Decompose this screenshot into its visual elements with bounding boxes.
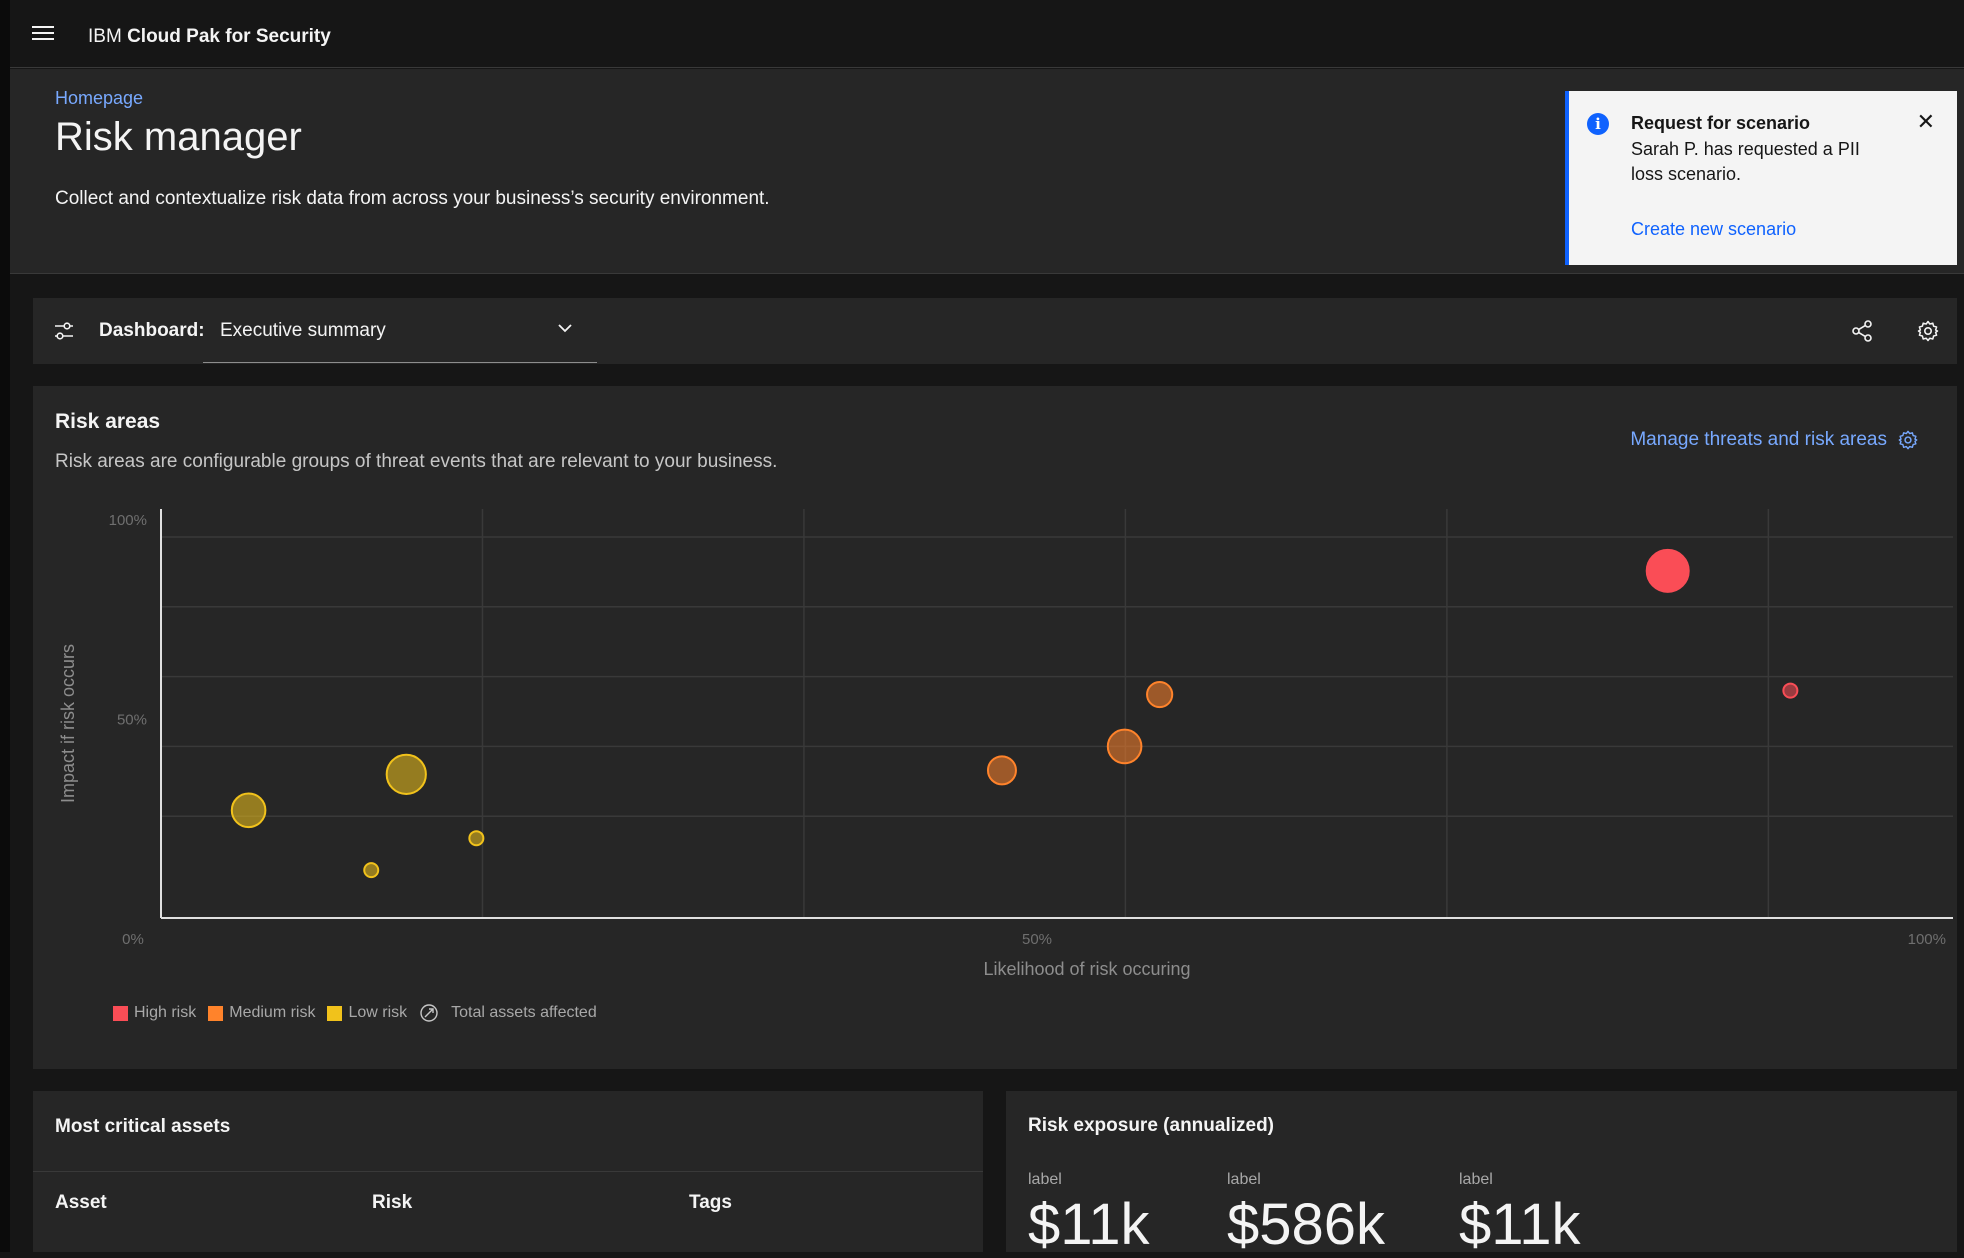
manage-threats-link[interactable]: Manage threats and risk areas <box>1630 429 1919 451</box>
brand-prefix: IBM <box>88 26 122 47</box>
stat-value: $11k <box>1028 1192 1150 1257</box>
exposure-stat: label $586k <box>1227 1171 1385 1258</box>
legend-label: Total assets affected <box>451 1004 597 1021</box>
info-icon: i <box>1587 113 1609 135</box>
page-title: Risk manager <box>55 115 302 159</box>
app-brand[interactable]: IBM Cloud Pak for Security <box>88 26 331 48</box>
legend-item: High risk <box>113 1004 196 1022</box>
x-tick-label: 0% <box>122 931 144 948</box>
legend-label: High risk <box>134 1004 197 1021</box>
expand-arrows-icon <box>420 1004 438 1022</box>
data-point <box>1106 728 1143 765</box>
x-tick-label: 50% <box>1022 931 1052 948</box>
stat-value: $586k <box>1227 1192 1386 1257</box>
manage-threats-label: Manage threats and risk areas <box>1630 429 1887 450</box>
dashboard-label: Dashboard: <box>99 320 205 341</box>
y-tick-label: 50% <box>117 712 147 729</box>
legend-label: Medium risk <box>229 1004 316 1021</box>
data-point <box>230 792 267 829</box>
data-point <box>1146 680 1174 709</box>
dashboard-toolbar: Dashboard: Executive summary <box>33 298 1957 364</box>
data-point <box>1645 548 1690 593</box>
table-divider <box>33 1171 983 1172</box>
share-icon[interactable] <box>1850 319 1874 343</box>
chart-legend: High risk Medium risk Low risk Total assets… <box>113 1003 609 1023</box>
legend-swatch <box>208 1005 224 1021</box>
legend-label: Low risk <box>348 1004 408 1021</box>
exposure-stat: label $11k <box>1028 1171 1149 1258</box>
window-frame <box>0 0 10 1252</box>
risk-exposure-panel: Risk exposure (annualized) label $11k la… <box>1006 1091 1957 1257</box>
data-point <box>468 830 485 847</box>
risk-areas-title: Risk areas <box>55 410 161 433</box>
risk-areas-card: Risk areas Risk areas are configurable g… <box>33 386 1957 1069</box>
column-header-asset[interactable]: Asset <box>55 1192 107 1213</box>
data-point <box>385 753 427 795</box>
legend-item: Low risk <box>327 1004 407 1022</box>
chevron-down-icon <box>558 324 572 333</box>
gear-icon[interactable] <box>1916 319 1940 343</box>
risk-areas-description: Risk areas are configurable groups of th… <box>55 451 778 472</box>
notification-title: Request for scenario <box>1631 113 1811 133</box>
data-point <box>363 862 380 879</box>
stat-label: label <box>1227 1171 1261 1188</box>
notification-toast: i Request for scenario Sarah P. has requ… <box>1565 91 1957 265</box>
critical-assets-title: Most critical assets <box>55 1116 231 1137</box>
data-point <box>986 755 1017 786</box>
hamburger-menu-icon[interactable] <box>32 26 56 46</box>
breadcrumb-homepage[interactable]: Homepage <box>55 88 144 108</box>
gear-icon <box>1898 430 1918 450</box>
legend-item: Medium risk <box>208 1004 315 1022</box>
most-critical-assets-panel: Most critical assets Asset Risk Tags <box>33 1091 983 1252</box>
column-header-tags[interactable]: Tags <box>689 1192 732 1213</box>
y-tick-label: 100% <box>109 512 147 529</box>
y-axis-title: Impact if risk occurs <box>58 644 78 803</box>
x-tick-label: 100% <box>1908 931 1946 948</box>
stat-label: label <box>1028 1171 1062 1188</box>
dashboard-selected-value: Executive summary <box>220 320 386 341</box>
column-header-risk[interactable]: Risk <box>372 1192 413 1213</box>
dashboard-dropdown[interactable]: Executive summary <box>203 298 597 363</box>
top-navigation-bar: IBM Cloud Pak for Security <box>10 4 1964 68</box>
filter-settings-icon[interactable] <box>53 320 75 342</box>
create-scenario-link[interactable]: Create new scenario <box>1631 219 1797 239</box>
legend-swatch <box>327 1005 343 1021</box>
brand-name: Cloud Pak for Security <box>127 26 331 47</box>
exposure-stat: label $11k <box>1459 1171 1580 1258</box>
data-point <box>1782 682 1799 699</box>
legend-swatch <box>113 1005 128 1021</box>
notification-body: Sarah P. has requested a PII loss scenar… <box>1631 139 1860 184</box>
legend-item-total-assets: Total assets affected <box>419 1003 597 1023</box>
x-axis-title: Likelihood of risk occuring <box>983 959 1190 979</box>
stat-label: label <box>1459 1171 1493 1188</box>
risk-scatter-chart: 100% 50% 0% 50% 100% Likelihood of risk occur… <box>58 509 1953 979</box>
close-icon[interactable]: ✕ <box>1916 109 1935 134</box>
risk-exposure-title: Risk exposure (annualized) <box>1028 1115 1275 1136</box>
page-subtitle: Collect and contextualize risk data from… <box>55 188 770 209</box>
stat-value: $11k <box>1459 1192 1581 1257</box>
